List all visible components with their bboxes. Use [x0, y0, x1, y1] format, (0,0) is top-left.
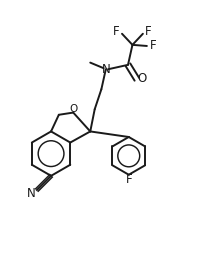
Text: F: F — [113, 25, 120, 38]
Text: N: N — [27, 187, 35, 200]
Text: F: F — [150, 39, 157, 53]
Text: N: N — [101, 63, 110, 76]
Text: F: F — [125, 173, 132, 186]
Text: F: F — [145, 25, 152, 38]
Text: O: O — [137, 72, 146, 85]
Text: O: O — [69, 104, 77, 114]
